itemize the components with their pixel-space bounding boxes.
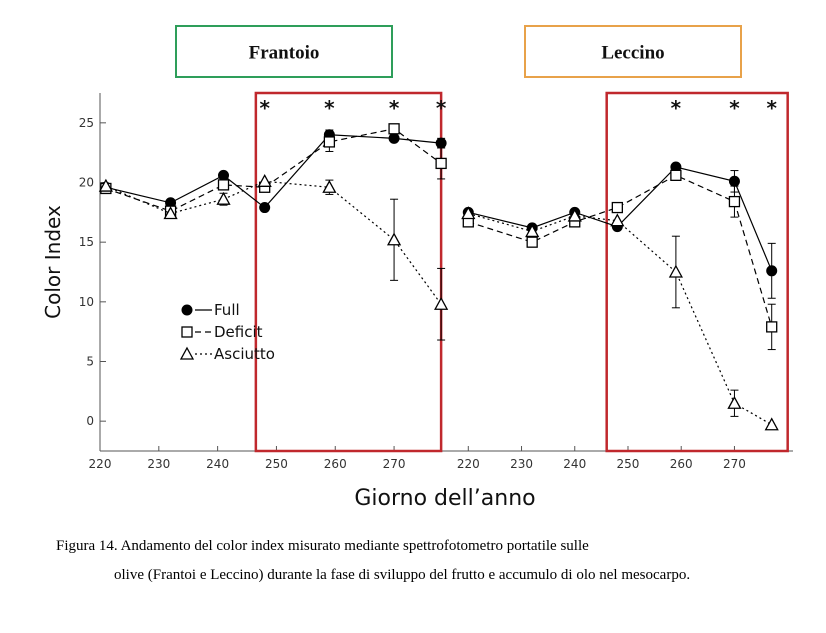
marker-asciutto — [179, 346, 195, 360]
x-tick-label: 270 — [383, 457, 406, 471]
marker-deficit — [323, 136, 336, 148]
marker-full — [259, 202, 271, 214]
significance-star: * — [389, 96, 400, 120]
legend-label: Asciutto — [214, 345, 275, 363]
marker-asciutto — [525, 224, 540, 238]
marker-asciutto — [98, 178, 113, 192]
marker-asciutto — [434, 296, 449, 310]
x-tick-label: 250 — [265, 457, 288, 471]
marker-asciutto — [567, 208, 582, 222]
marker-deficit — [766, 321, 778, 333]
marker-asciutto — [610, 213, 625, 227]
series-line — [468, 174, 773, 328]
marker-deficit — [388, 123, 400, 135]
marker-asciutto — [322, 179, 337, 193]
y-tick-label: 10 — [79, 295, 94, 309]
marker-full — [728, 175, 740, 187]
panel-title: Frantoio — [249, 43, 320, 64]
marker-asciutto — [216, 191, 231, 205]
y-tick-label: 0 — [86, 414, 94, 428]
y-tick-label: 15 — [79, 235, 94, 249]
significance-highlight-box — [254, 91, 443, 453]
significance-star: * — [671, 96, 682, 120]
marker-full — [181, 304, 193, 316]
x-tick-label: 230 — [147, 457, 170, 471]
marker-full — [388, 132, 400, 144]
marker-asciutto — [668, 264, 683, 278]
marker-asciutto — [163, 206, 178, 220]
significance-highlight-box — [605, 91, 789, 453]
marker-deficit — [611, 201, 623, 214]
significance-star: * — [436, 96, 447, 120]
significance-star: * — [324, 96, 335, 120]
x-tick-label: 240 — [563, 457, 586, 471]
x-tick-label: 270 — [723, 457, 746, 471]
y-tick-label: 5 — [86, 355, 94, 369]
marker-asciutto — [727, 395, 742, 409]
caption-continuation: olive (Frantoi e Leccino) durante la fas… — [114, 567, 691, 583]
series-asciutto — [98, 173, 449, 341]
x-tick-label: 260 — [670, 457, 693, 471]
legend-label: Deficit — [214, 323, 263, 341]
marker-deficit — [217, 179, 230, 191]
legend-label: Full — [214, 301, 240, 319]
series-line — [468, 212, 773, 426]
panel-leccino: 220 230 240 250 260 270 Leccino * * * — [457, 25, 789, 471]
y-axis-title: Color Index — [41, 205, 65, 319]
series-full — [462, 161, 778, 299]
x-tick-label: 250 — [617, 457, 640, 471]
y-tick-label: 20 — [79, 176, 94, 190]
marker-full — [218, 169, 230, 181]
x-tick-label: 230 — [510, 457, 533, 471]
x-tick-label: 220 — [457, 457, 480, 471]
marker-deficit — [526, 236, 538, 248]
significance-star: * — [259, 96, 270, 120]
marker-asciutto — [386, 232, 402, 246]
x-axis-title: Giorno dell’anno — [354, 486, 535, 511]
marker-asciutto — [461, 206, 476, 220]
marker-deficit — [435, 157, 447, 170]
panel-title-box — [524, 25, 742, 78]
significance-star: * — [729, 96, 740, 120]
x-tick-label: 260 — [324, 457, 347, 471]
x-tick-label: 240 — [206, 457, 229, 471]
marker-deficit — [670, 169, 682, 181]
figure-caption: Figura 14. Andamento del color index mis… — [56, 532, 756, 590]
series-deficit — [462, 169, 778, 351]
marker-full — [766, 265, 778, 277]
legend: Full Deficit Asciutto — [179, 301, 275, 363]
panel-title: Leccino — [601, 43, 664, 64]
y-tick-label: 25 — [79, 116, 94, 130]
series-line — [105, 134, 442, 209]
marker-asciutto — [764, 417, 779, 431]
x-tick-label: 220 — [89, 457, 112, 471]
caption-line-1: Figura 14. Andamento del color index mis… — [56, 538, 589, 554]
significance-star: * — [766, 96, 777, 120]
marker-deficit — [181, 326, 193, 338]
panel-title-box — [175, 25, 393, 78]
panel-frantoio: 220 230 240 250 260 270 Frantoio * * * * — [89, 25, 449, 471]
series-asciutto — [461, 206, 779, 431]
marker-deficit — [728, 195, 741, 208]
marker-full — [435, 137, 447, 149]
marker-asciutto — [257, 173, 272, 187]
color-index-chart: 0 5 10 15 20 25 Color Index Giorno dell’anno 220… — [41, 25, 793, 511]
